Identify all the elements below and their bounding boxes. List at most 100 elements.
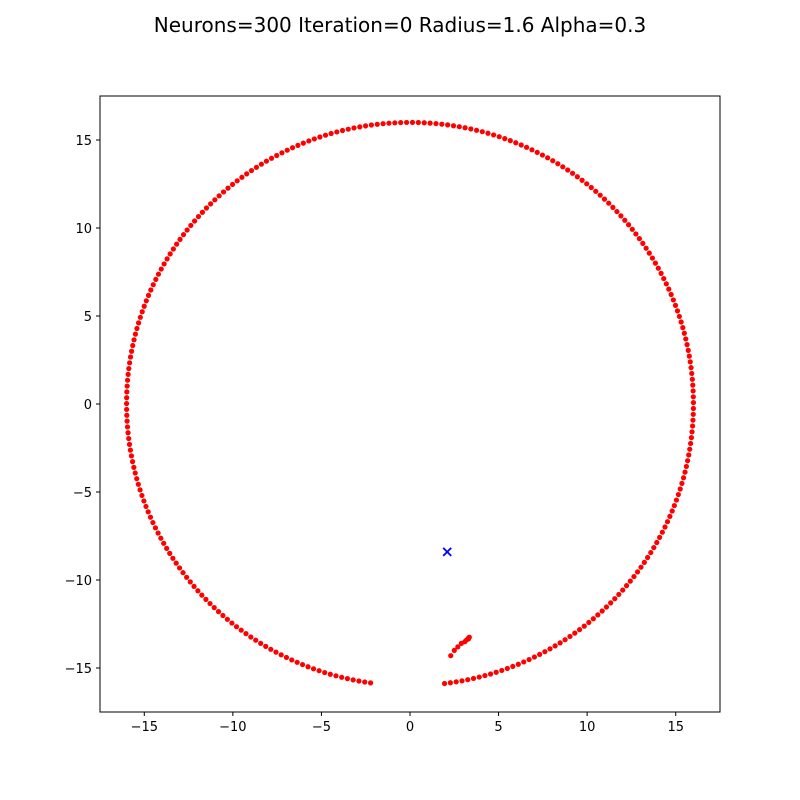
neuron-point: [633, 231, 639, 237]
neuron-point: [239, 174, 245, 180]
neuron-point: [188, 222, 194, 229]
neuron-point: [327, 671, 333, 677]
neuron-point: [243, 631, 249, 637]
neuron-point: [470, 675, 477, 682]
neuron-point: [447, 680, 453, 686]
neuron-point: [683, 336, 689, 342]
neuron-point: [161, 540, 167, 546]
neuron-point: [279, 150, 285, 156]
neuron-point: [278, 652, 284, 658]
neuron-point: [562, 637, 568, 643]
neuron-point: [150, 282, 156, 288]
neuron-point: [668, 291, 674, 298]
neuron-point: [687, 446, 693, 452]
plot-area: [99, 95, 721, 713]
neuron-point: [283, 654, 290, 661]
neuron-point: [300, 140, 306, 146]
neuron-point: [476, 674, 482, 680]
neuron-point: [145, 509, 151, 515]
x-axis: −15 −10 −5 0 5 10 15: [131, 712, 684, 735]
neuron-point: [597, 192, 603, 198]
neuron-point: [491, 132, 497, 138]
neuron-point: [128, 348, 135, 354]
neuron-point: [367, 680, 374, 686]
neuron-point: [616, 591, 622, 598]
neuron-point: [552, 643, 558, 649]
neuron-point: [322, 669, 328, 676]
neuron-point: [248, 167, 255, 174]
neuron-point: [368, 122, 374, 128]
neuron-point: [350, 677, 356, 683]
neuron-point: [333, 673, 339, 679]
neuron-point: [167, 251, 173, 257]
y-axis: −15 −10 −5 0 5 10 15: [65, 134, 100, 677]
neuron-point: [521, 659, 527, 665]
neuron-point: [601, 196, 608, 202]
neuron-point: [629, 226, 635, 232]
neuron-point: [465, 677, 471, 683]
neuron-point: [680, 475, 687, 481]
neuron-point: [409, 119, 416, 126]
neuron-point: [155, 530, 161, 536]
neuron-point: [652, 260, 659, 266]
neuron-point: [686, 452, 692, 458]
neuron-point: [143, 298, 149, 304]
neuron-point: [208, 201, 214, 207]
neuron-point: [640, 240, 646, 246]
neuron-point: [504, 665, 510, 672]
neuron-point: [690, 417, 696, 423]
neuron-point: [124, 424, 131, 430]
neuron-point: [606, 200, 612, 206]
neuron-point: [174, 241, 180, 247]
neuron-point: [455, 644, 461, 650]
neuron-point: [641, 559, 647, 565]
neuron-point: [677, 486, 683, 492]
neuron-point: [673, 497, 680, 503]
neuron-point: [688, 440, 694, 447]
neuron-point: [234, 178, 240, 184]
neuron-point: [537, 651, 543, 658]
neuron-point: [451, 647, 457, 654]
neuron-point: [143, 503, 149, 510]
y-tick-label: 15: [75, 134, 92, 149]
neuron-point: [669, 508, 675, 514]
neuron-point: [686, 353, 692, 359]
neuron-point: [299, 661, 306, 668]
neuron-point: [191, 218, 198, 224]
neuron-point: [569, 170, 576, 176]
neuron-point: [689, 376, 695, 382]
neuron-point: [170, 555, 176, 561]
neuron-point: [139, 492, 145, 499]
neuron-point: [515, 661, 521, 667]
neuron-point: [646, 250, 652, 256]
neuron-point: [622, 217, 628, 223]
neuron-point: [415, 119, 421, 126]
y-tick-label: −15: [65, 662, 92, 677]
neuron-point: [392, 120, 398, 126]
neuron-point: [473, 127, 480, 133]
y-tick-label: −10: [65, 574, 92, 589]
neuron-point: [456, 124, 462, 130]
neuron-point: [453, 679, 459, 685]
neuron-point: [132, 470, 138, 476]
y-tick-label: −5: [73, 486, 92, 501]
neuron-point: [529, 147, 535, 153]
neuron-point: [124, 383, 130, 389]
neuron-point: [289, 145, 296, 151]
neuron-point: [593, 188, 599, 194]
neuron-point: [648, 549, 654, 556]
neuron-point: [306, 138, 312, 144]
neuron-point: [316, 668, 322, 674]
neuron-point: [253, 637, 259, 643]
neuron-point: [211, 605, 217, 611]
neuron-point: [184, 227, 190, 233]
neuron-point: [180, 232, 187, 238]
neuron-point: [164, 545, 170, 551]
neuron-point: [141, 303, 147, 309]
neuron-point: [547, 646, 553, 652]
neuron-point: [274, 152, 280, 159]
neuron-point: [614, 208, 620, 215]
neuron-point: [459, 678, 465, 684]
neuron-point: [664, 519, 671, 525]
